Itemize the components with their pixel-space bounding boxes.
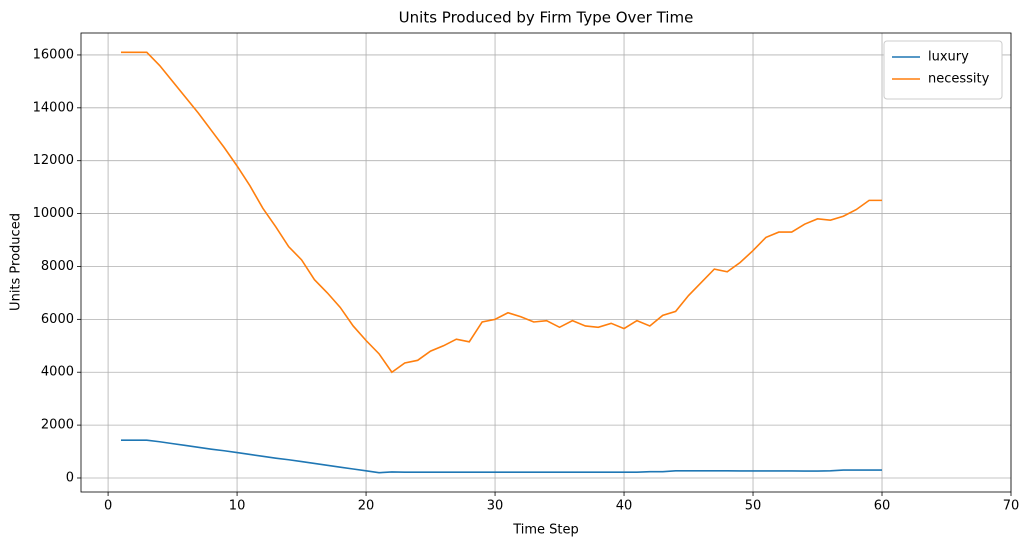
legend-label: necessity [928,72,990,87]
x-tick-label: 20 [358,499,375,514]
y-tick-label: 4000 [41,365,74,380]
x-tick-label: 0 [104,499,112,514]
x-axis-label: Time Step [512,523,579,538]
series-line [120,439,883,474]
x-tick-label: 50 [745,499,762,514]
y-axis-label: Units Produced [9,213,24,311]
plot-frame [80,32,1012,493]
x-tick-label: 10 [229,499,246,514]
legend: luxury necessity [883,40,1003,100]
legend-box [883,40,1003,100]
x-tick-label: 40 [616,499,633,514]
y-tick-label: 12000 [33,153,74,168]
y-tick-label: 2000 [41,418,74,433]
y-tick-label: 10000 [33,206,74,221]
y-tick-label: 16000 [33,47,74,62]
y-tick-label: 0 [66,470,74,485]
y-tick-label: 14000 [33,100,74,115]
chart-title: Units Produced by Firm Type Over Time [399,9,694,27]
series-line [120,51,883,374]
y-tick-label: 8000 [41,259,74,274]
legend-label: luxury [928,50,969,65]
x-tick-label: 60 [874,499,891,514]
x-tick-label: 70 [1003,499,1020,514]
y-tick-label: 6000 [41,312,74,327]
x-tick-label: 30 [487,499,504,514]
